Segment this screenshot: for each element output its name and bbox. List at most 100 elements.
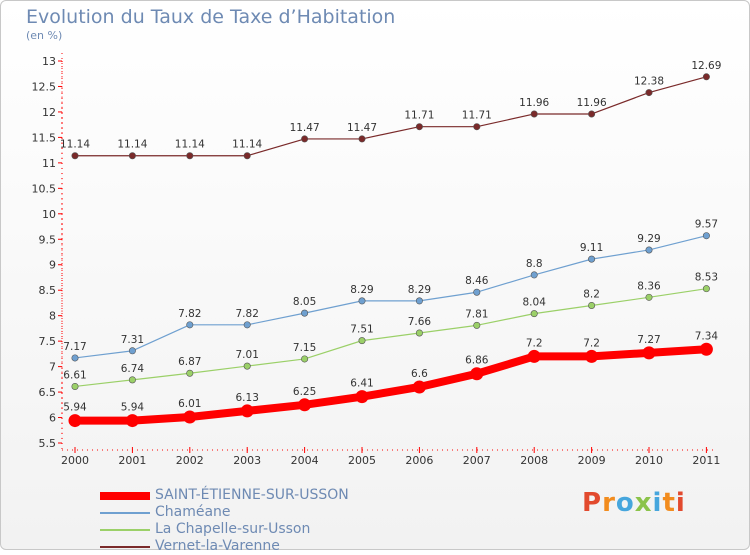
y-minor-tick bbox=[61, 356, 63, 358]
series-line-3 bbox=[74, 76, 708, 157]
y-minor-tick bbox=[61, 127, 63, 129]
data-point bbox=[125, 414, 139, 428]
data-label: 11.14 bbox=[232, 139, 262, 151]
data-label: 11.47 bbox=[347, 122, 377, 134]
data-point bbox=[71, 152, 79, 160]
data-point bbox=[243, 362, 251, 370]
data-label: 7.66 bbox=[408, 316, 432, 328]
y-tick-label: 6 bbox=[49, 412, 56, 425]
legend-item: SAINT-ÉTIENNE-SUR-USSON bbox=[100, 487, 400, 504]
x-tick-label: 2011 bbox=[692, 454, 720, 467]
y-minor-tick bbox=[61, 132, 63, 134]
data-label: 7.2 bbox=[583, 337, 600, 349]
data-label: 7.17 bbox=[63, 341, 86, 353]
y-tick-label: 12 bbox=[42, 106, 56, 119]
y-tick-label: 8 bbox=[49, 310, 56, 323]
y-minor-tick bbox=[61, 300, 63, 302]
data-point bbox=[585, 349, 599, 363]
data-label: 11.71 bbox=[404, 110, 434, 122]
data-label: 8.05 bbox=[293, 296, 316, 308]
y-tick-label: 12.5 bbox=[32, 80, 57, 93]
y-minor-tick bbox=[61, 91, 63, 93]
data-point bbox=[415, 123, 423, 131]
y-minor-tick bbox=[61, 320, 63, 322]
y-minor-tick bbox=[61, 178, 63, 180]
data-label: 6.25 bbox=[293, 386, 316, 398]
data-point bbox=[183, 410, 197, 424]
y-minor-tick bbox=[61, 397, 63, 399]
x-tick-label: 2005 bbox=[348, 454, 376, 467]
data-label: 9.11 bbox=[580, 242, 603, 254]
chart-subtitle: (en %) bbox=[26, 29, 63, 42]
y-minor-tick bbox=[61, 157, 63, 159]
series-line-0 bbox=[71, 345, 711, 425]
data-point bbox=[702, 73, 710, 81]
data-point bbox=[473, 321, 481, 329]
x-tick-label: 2001 bbox=[118, 454, 146, 467]
data-point bbox=[702, 232, 710, 240]
legend-item: Chaméane bbox=[100, 504, 400, 521]
y-tick-label: 7.5 bbox=[39, 335, 57, 348]
y-minor-tick bbox=[61, 244, 63, 246]
data-point bbox=[243, 321, 251, 329]
data-point bbox=[470, 367, 484, 381]
y-minor-tick bbox=[61, 280, 63, 282]
data-point bbox=[68, 414, 82, 428]
data-label: 12.69 bbox=[691, 60, 721, 72]
data-point bbox=[301, 355, 309, 363]
y-minor-tick bbox=[61, 402, 63, 404]
y-minor-tick bbox=[61, 193, 63, 195]
y-minor-tick bbox=[61, 167, 63, 169]
y-tick-label: 10 bbox=[42, 208, 56, 221]
y-tick-label: 5.5 bbox=[39, 437, 57, 450]
data-label: 8.29 bbox=[408, 284, 431, 296]
data-point bbox=[128, 376, 136, 384]
data-point bbox=[186, 369, 194, 377]
y-minor-tick bbox=[61, 203, 63, 205]
data-label: 12.38 bbox=[634, 76, 664, 88]
data-label: 6.01 bbox=[178, 398, 201, 410]
logo-letter: i bbox=[652, 488, 663, 518]
y-minor-tick bbox=[61, 229, 63, 231]
y-minor-tick bbox=[61, 223, 63, 225]
data-label: 7.2 bbox=[526, 337, 543, 349]
series-line-1 bbox=[74, 235, 708, 359]
y-minor-tick bbox=[61, 336, 63, 338]
x-tick-label: 2006 bbox=[405, 454, 433, 467]
y-minor-tick bbox=[61, 269, 63, 271]
data-point bbox=[530, 271, 538, 279]
legend-label: SAINT-ÉTIENNE-SUR-USSON bbox=[155, 487, 349, 503]
data-label: 8.36 bbox=[637, 280, 661, 292]
y-minor-tick bbox=[61, 152, 63, 154]
data-label: 11.71 bbox=[462, 110, 492, 122]
y-minor-tick bbox=[61, 249, 63, 251]
y-tick-label: 9.5 bbox=[39, 233, 57, 246]
data-point bbox=[645, 293, 653, 301]
y-minor-tick bbox=[61, 305, 63, 307]
legend-swatch bbox=[100, 545, 150, 548]
line-chart: 5.5 6 6.5 7 7.5 8 8.5 9 9.5 10 10.5 11 11.5 12 12.5 13 2… bbox=[32, 53, 721, 467]
x-tick-label: 2002 bbox=[176, 454, 204, 467]
data-point bbox=[699, 342, 713, 356]
logo-letter: x bbox=[634, 488, 653, 518]
data-label: 8.2 bbox=[583, 288, 600, 300]
y-minor-tick bbox=[61, 71, 63, 73]
y-minor-tick bbox=[61, 117, 63, 119]
y-minor-tick bbox=[61, 427, 63, 429]
data-point bbox=[702, 285, 710, 293]
y-tick-label: 9 bbox=[49, 259, 56, 272]
logo-letter: i bbox=[675, 488, 686, 518]
data-point bbox=[588, 255, 596, 263]
data-label: 5.94 bbox=[63, 402, 87, 414]
y-tick-label: 8.5 bbox=[39, 284, 57, 297]
data-label: 11.14 bbox=[175, 139, 205, 151]
x-tick-label: 2004 bbox=[291, 454, 319, 467]
x-tick-label: 2007 bbox=[463, 454, 491, 467]
y-minor-tick bbox=[61, 351, 63, 353]
data-label: 7.82 bbox=[236, 308, 259, 320]
data-point bbox=[642, 346, 656, 360]
legend: SAINT-ÉTIENNE-SUR-USSON Chaméane La Chapel… bbox=[100, 487, 400, 555]
y-tick-label: 13 bbox=[42, 55, 56, 68]
y-minor-tick bbox=[61, 142, 63, 144]
data-label: 7.31 bbox=[121, 334, 144, 346]
